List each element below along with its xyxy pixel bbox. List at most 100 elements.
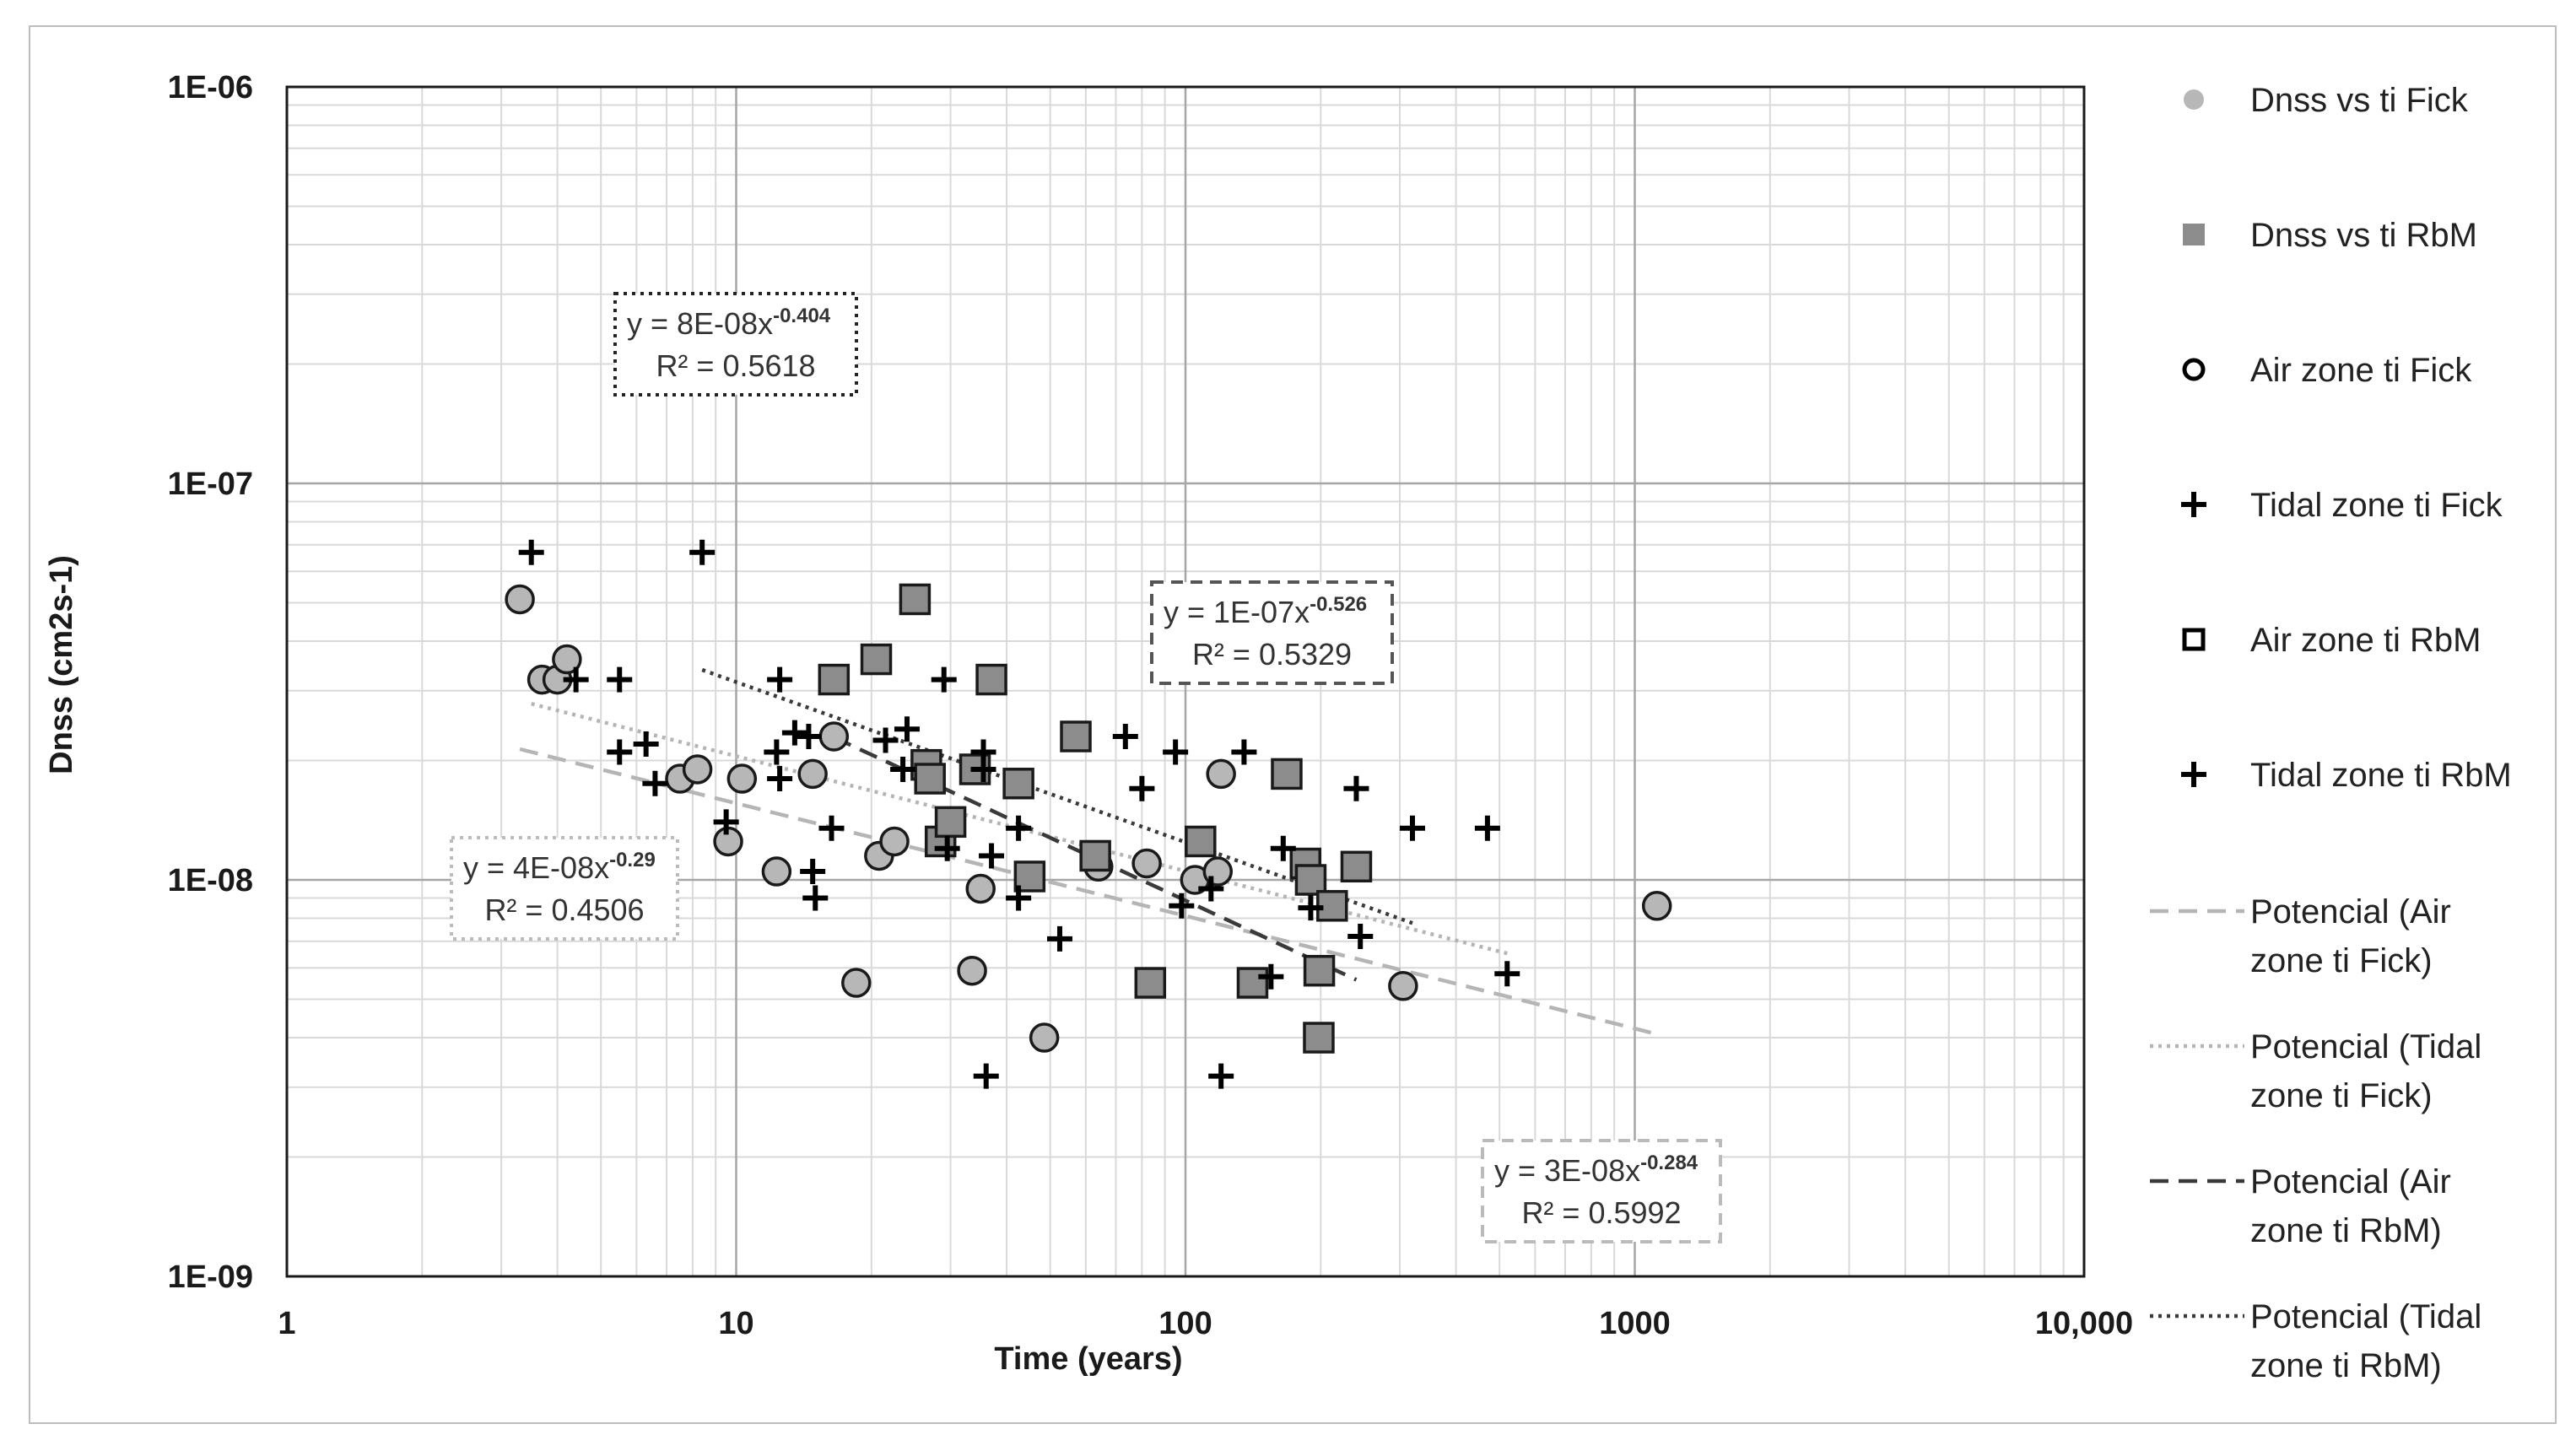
x-axis-title: Time (years)	[994, 1341, 1182, 1377]
data-point	[1079, 839, 1111, 872]
data-point	[1236, 967, 1269, 999]
data-point	[689, 539, 716, 565]
data-point	[1006, 815, 1032, 841]
data-point	[818, 815, 845, 841]
data-point	[1060, 720, 1092, 752]
data-point	[1169, 893, 1195, 919]
legend-swatch	[2182, 358, 2206, 381]
y-tick-label: 1E-09	[168, 1260, 253, 1295]
data-point	[767, 766, 793, 792]
legend-label: Dnss vs ti Fick	[2250, 82, 2469, 119]
data-point	[633, 731, 659, 758]
legend-label: Potencial (Tidal	[2250, 1298, 2481, 1335]
legend: Dnss vs ti Fick Dnss vs ti RbM Air zone ti…	[2150, 82, 2512, 1384]
legend-label: Air zone ti Fick	[2250, 352, 2472, 389]
data-point	[800, 859, 826, 885]
data-point	[890, 756, 916, 782]
data-point	[1029, 1022, 1060, 1053]
legend-swatch	[2182, 628, 2206, 651]
data-point	[1474, 815, 1500, 841]
data-point	[764, 739, 790, 765]
data-point	[818, 721, 850, 752]
data-point	[979, 843, 1005, 869]
data-point	[796, 723, 822, 749]
legend-label-line2: zone ti RbM)	[2250, 1347, 2442, 1384]
legend-label: Potencial (Air	[2250, 893, 2451, 930]
x-tick-label: 1	[278, 1306, 295, 1341]
legend-item: Air zone ti Fick	[2182, 352, 2472, 389]
data-point	[975, 663, 1007, 696]
trendline-exponent: -0.404	[773, 305, 831, 327]
legend-item: Potencial (Air zone ti RbM)	[2150, 1163, 2451, 1249]
legend-label: Tidal zone ti RbM	[2250, 757, 2512, 794]
data-point	[1231, 739, 1257, 765]
data-point	[1112, 723, 1138, 749]
data-point	[1163, 739, 1189, 765]
data-point	[713, 809, 739, 835]
y-tick-label: 1E-07	[168, 467, 253, 502]
data-point	[607, 739, 633, 765]
data-point	[1298, 895, 1324, 921]
data-point	[1494, 961, 1520, 987]
trendline	[519, 747, 1658, 1036]
data-point	[1388, 971, 1418, 1001]
x-tick-label: 1000	[1599, 1306, 1671, 1341]
x-tick-label: 10	[718, 1306, 753, 1341]
trendline-exponent: -0.284	[1640, 1152, 1698, 1174]
data-point	[914, 763, 946, 795]
data-point	[1641, 891, 1672, 921]
legend-swatch	[2181, 762, 2206, 787]
data-point	[973, 1063, 999, 1089]
data-point	[1271, 758, 1303, 790]
legend-item: Tidal zone ti RbM	[2181, 757, 2512, 794]
data-point	[1202, 856, 1234, 887]
data-point	[965, 873, 996, 904]
data-point	[970, 756, 996, 782]
trendline-r2: R² = 0.5329	[1192, 637, 1352, 672]
legend-item: Potencial (Tidal zone ti Fick)	[2150, 1028, 2481, 1114]
data-point	[726, 763, 758, 794]
trendline-r2: R² = 0.5992	[1521, 1195, 1681, 1230]
data-point	[767, 666, 793, 693]
trendline-equation-box	[613, 292, 858, 396]
y-axis-ticks: 1E-09 1E-08 1E-07 1E-06	[168, 70, 253, 1295]
legend-swatch	[2181, 492, 2206, 517]
data-point	[563, 666, 589, 693]
data-point	[1198, 876, 1224, 902]
data-point	[518, 539, 544, 565]
legend-item: Potencial (Tidal zone ti RbM)	[2150, 1298, 2481, 1384]
y-tick-label: 1E-06	[168, 70, 253, 105]
legend-label: Dnss vs ti RbM	[2250, 217, 2477, 254]
data-point	[797, 758, 828, 790]
data-point	[1270, 835, 1296, 861]
data-point	[1347, 924, 1374, 950]
trendline-equation-box	[1481, 1139, 1722, 1243]
data-point	[682, 754, 713, 785]
data-point	[1185, 825, 1217, 858]
data-point	[934, 835, 960, 861]
data-point	[1002, 768, 1034, 800]
trendline-equation-box	[450, 836, 679, 941]
data-point	[1294, 864, 1327, 896]
trendline-r2: R² = 0.5618	[656, 348, 815, 383]
data-point	[957, 955, 987, 986]
legend-label: Potencial (Tidal	[2250, 1028, 2481, 1065]
legend-item: Air zone ti RbM	[2182, 622, 2481, 659]
legend-swatch	[2184, 89, 2204, 110]
legend-label-line2: zone ti Fick)	[2250, 1077, 2433, 1114]
data-point	[1343, 775, 1369, 801]
y-axis-title: Dnss (cm2s-1)	[44, 555, 79, 774]
data-point	[781, 720, 807, 746]
data-point	[552, 644, 582, 675]
data-point	[1129, 775, 1155, 801]
data-point	[1208, 1063, 1234, 1089]
plot-border	[285, 85, 2086, 1278]
data-point	[642, 770, 668, 796]
x-tick-label: 10,000	[2035, 1306, 2133, 1341]
data-point	[1131, 848, 1162, 879]
data-point	[931, 666, 957, 693]
data-point	[899, 583, 932, 616]
data-point	[802, 885, 829, 911]
